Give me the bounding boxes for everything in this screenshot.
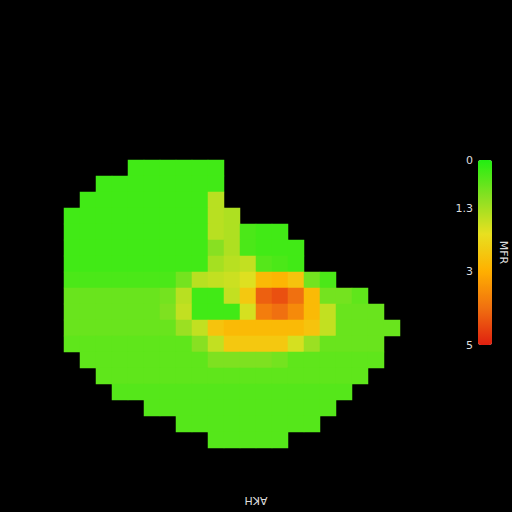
svg-text:3: 3: [466, 265, 473, 278]
svg-text:0: 0: [466, 154, 473, 167]
svg-text:1.3: 1.3: [456, 202, 474, 215]
svg-text:AKH: AKH: [244, 494, 267, 507]
svg-text:MFR: MFR: [497, 241, 510, 265]
svg-text:5: 5: [466, 339, 473, 352]
